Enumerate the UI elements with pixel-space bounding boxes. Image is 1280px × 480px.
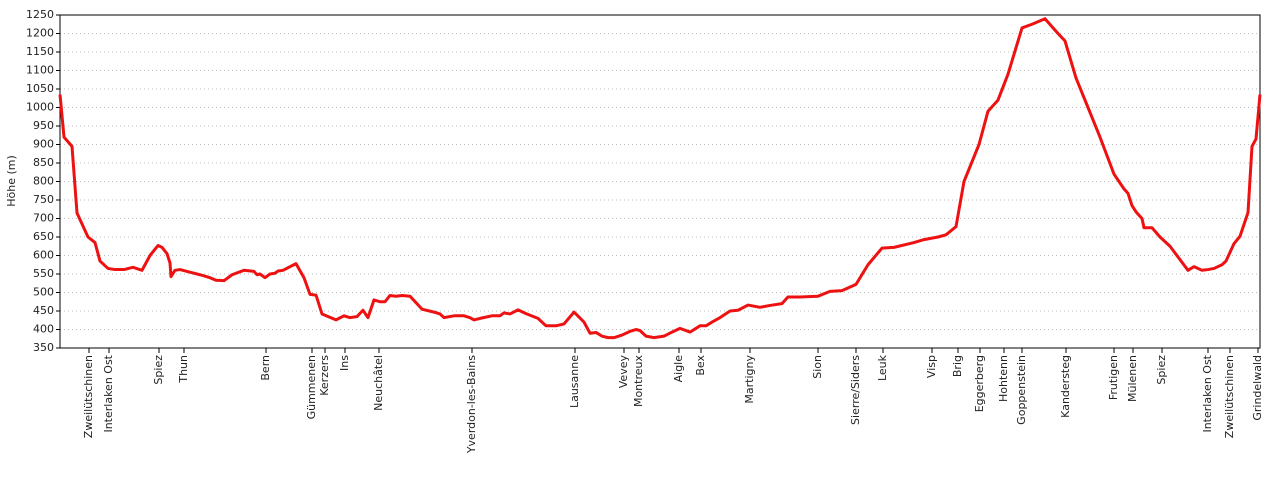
x-tick-label: Lausanne (568, 355, 581, 408)
y-tick-label: 750 (33, 193, 54, 206)
x-tick-label: Yverdon-les-Bains (465, 355, 478, 454)
x-tick-label: Interlaken Ost (102, 354, 115, 432)
x-tick-label: Montreux (632, 355, 645, 408)
x-tick-label: Hohtenn (997, 355, 1010, 402)
y-tick-label: 1150 (26, 45, 54, 58)
x-tick-label: Ins (338, 355, 351, 371)
y-tick-label: 1000 (26, 101, 54, 114)
x-tick-label: Vevey (617, 355, 630, 389)
y-tick-label: 650 (33, 230, 54, 243)
x-tick-label: Frutigen (1107, 355, 1120, 400)
y-tick-label: 700 (33, 212, 54, 225)
y-tick-label: 950 (33, 119, 54, 132)
y-tick-label: 1100 (26, 64, 54, 77)
x-tick-label: Visp (925, 355, 938, 378)
plot-frame (59, 14, 1261, 349)
x-tick-label: Goppenstein (1015, 355, 1028, 425)
x-tick-label: Bern (259, 355, 272, 381)
y-tick-label: 1200 (26, 27, 54, 40)
y-tick-label: 600 (33, 249, 54, 262)
x-tick-label: Zweilütschinen (82, 355, 95, 438)
y-tick-label: 1250 (26, 8, 54, 21)
x-tick-label: Grindelwald (1251, 355, 1264, 421)
x-tick-label: Thun (177, 355, 190, 384)
y-tick-label: 800 (33, 175, 54, 188)
x-tick-label: Gümmenen (305, 355, 318, 419)
x-tick-label: Leuk (876, 354, 889, 381)
y-tick-label: 350 (33, 341, 54, 354)
y-tick-label: 400 (33, 323, 54, 336)
x-tick-label: Interlaken Ost (1201, 354, 1214, 432)
x-tick-label: Zweilütschinen (1223, 355, 1236, 438)
y-axis-label: Höhe (m) (5, 155, 18, 207)
x-tick-label: Neuchâtel (372, 355, 385, 411)
y-tick-label: 450 (33, 304, 54, 317)
x-tick-label: Aigle (672, 355, 685, 383)
x-tick-label: Bex (694, 355, 707, 376)
x-tick-label: Mülenen (1126, 355, 1139, 402)
y-tick-label: 850 (33, 156, 54, 169)
y-tick-label: 550 (33, 267, 54, 280)
x-tick-label: Eggerberg (973, 355, 986, 412)
y-tick-label: 500 (33, 286, 54, 299)
x-tick-label: Sierre/Siders (849, 355, 862, 425)
elevation-line (58, 17, 1262, 340)
x-tick-label: Spiez (1155, 355, 1168, 385)
x-tick-label: Kerzers (318, 355, 331, 396)
x-tick-label: Sion (811, 355, 824, 379)
x-tick-label: Spiez (152, 355, 165, 385)
x-tick-label: Brig (951, 355, 964, 377)
y-tick-label: 1050 (26, 82, 54, 95)
y-tick-label: 900 (33, 138, 54, 151)
x-tick-label: Martigny (743, 355, 756, 404)
x-tick-label: Kandersteg (1059, 355, 1072, 418)
